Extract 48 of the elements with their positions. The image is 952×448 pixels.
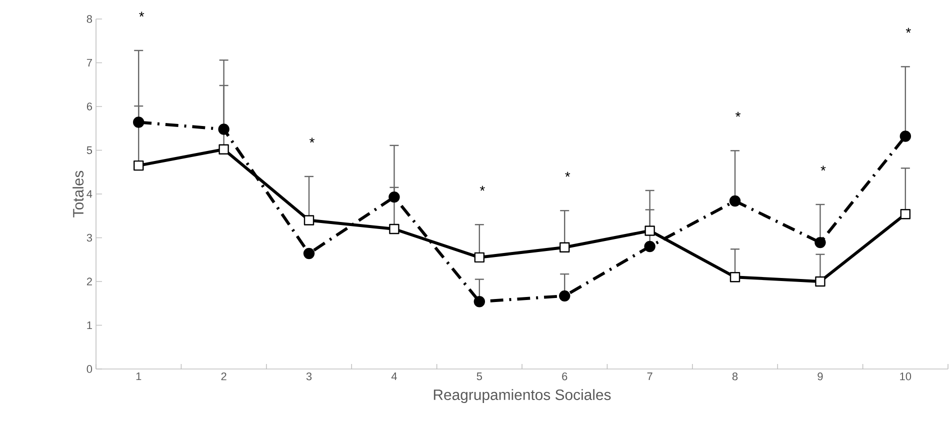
y-tick-label: 5 (86, 146, 92, 154)
y-tick-label: 3 (86, 234, 92, 242)
point (388, 191, 400, 203)
text: * (139, 12, 144, 17)
x-tick-label: 7 (647, 372, 652, 380)
annotation: * (565, 172, 570, 177)
x-tick-label: 8 (732, 372, 738, 380)
x-tick-label: 4 (391, 372, 397, 380)
point (474, 252, 485, 263)
point (730, 272, 740, 282)
y-tick-label: 1 (87, 321, 92, 330)
point (900, 209, 911, 220)
point (133, 116, 144, 128)
y-tick-label: 7 (86, 58, 92, 67)
annotation: * (310, 138, 315, 143)
x-tick-label: 1 (136, 372, 142, 380)
point (729, 195, 741, 207)
point (644, 240, 656, 252)
y-tick-label: 0 (86, 365, 92, 373)
point (814, 236, 826, 248)
x-tick-label: 2 (221, 372, 226, 380)
point (389, 224, 400, 234)
y-tick-label: 2 (86, 278, 92, 286)
point (815, 276, 826, 287)
x-tick-label: 10 (900, 372, 912, 380)
annotation: * (820, 166, 826, 171)
point (303, 248, 315, 260)
y-axis-title: Totales (72, 170, 84, 218)
annotation: * (480, 186, 485, 191)
point (560, 242, 570, 252)
point (218, 124, 230, 135)
point (218, 144, 229, 154)
x-tick-label: 9 (818, 372, 823, 380)
point (474, 296, 486, 308)
annotation: * (736, 112, 741, 117)
point (900, 130, 912, 142)
y-tick-label: 6 (86, 102, 92, 110)
x-tick-label: 6 (562, 372, 568, 380)
x-tick-label: 3 (306, 372, 312, 380)
y-tick-label: 4 (86, 190, 92, 198)
x-axis-title: Reagrupamientos Sociales (434, 389, 611, 404)
point (304, 215, 314, 226)
x-tick-label: 5 (476, 372, 482, 380)
annotation: * (906, 28, 911, 33)
point (134, 160, 144, 171)
point (559, 290, 570, 302)
point (644, 226, 655, 236)
y-tick-label: 8 (86, 15, 92, 23)
